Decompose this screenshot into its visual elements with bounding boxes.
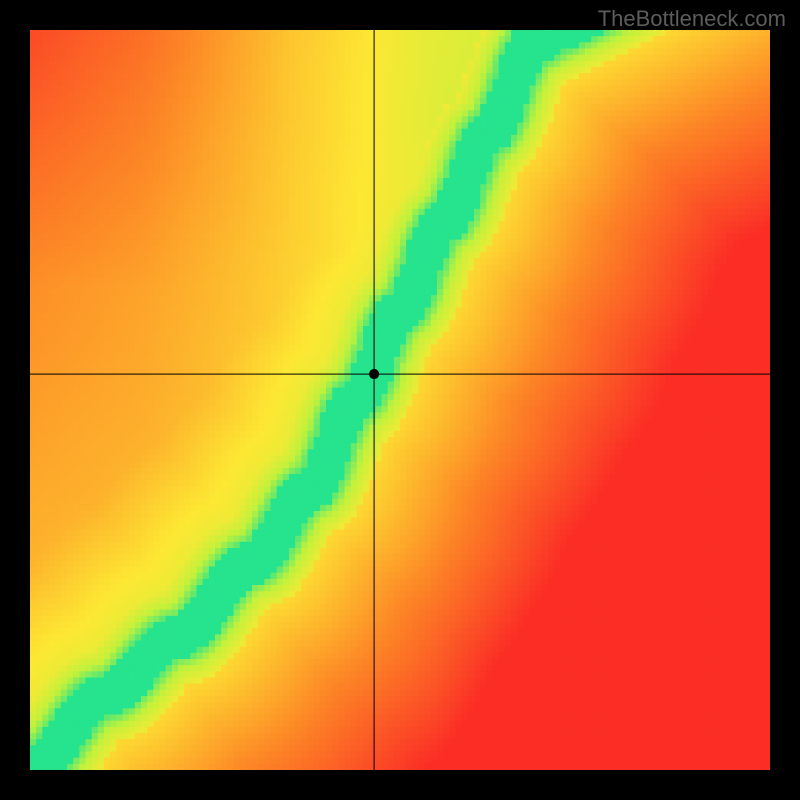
watermark-text: TheBottleneck.com xyxy=(598,6,786,32)
heatmap-plot xyxy=(30,30,770,770)
heatmap-canvas xyxy=(30,30,770,770)
chart-container: TheBottleneck.com xyxy=(0,0,800,800)
